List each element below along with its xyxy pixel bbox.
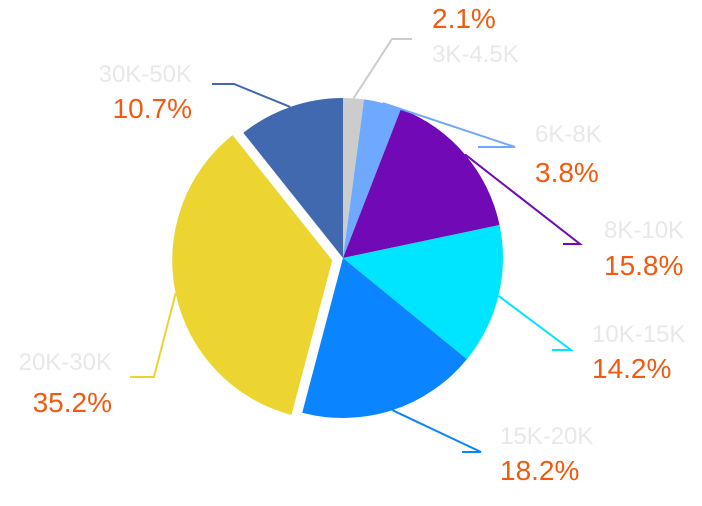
leader-line-30K-50K (212, 83, 291, 108)
category-label-30K-50K: 30K-50K (99, 61, 192, 88)
category-label-10K-15K: 10K-15K (592, 321, 685, 348)
pie-slice-15K-20K (302, 258, 467, 418)
pie-slice-30K-50K (243, 98, 343, 258)
percent-label-10K-15K: 14.2% (592, 353, 671, 384)
pie-slices (172, 98, 503, 418)
pie-slice-8K-10K (343, 108, 500, 258)
leader-line-3K-4.5K (352, 38, 412, 99)
leader-line-15K-20K (392, 409, 482, 453)
pie-slice-10K-15K (343, 225, 503, 360)
leader-line-20K-30K (130, 292, 177, 378)
category-label-6K-8K: 6K-8K (535, 121, 602, 148)
percent-label-15K-20K: 18.2% (500, 455, 579, 486)
category-label-8K-10K: 8K-10K (604, 217, 684, 244)
category-label-15K-20K: 15K-20K (500, 423, 593, 450)
leader-lines (130, 38, 583, 453)
percent-label-3K-4.5K: 2.1% (432, 3, 496, 34)
leader-line-8K-10K (464, 153, 583, 245)
pie-slice-6K-8K (343, 99, 401, 258)
percent-label-8K-10K: 15.8% (604, 250, 683, 281)
category-label-20K-30K: 20K-30K (19, 349, 112, 376)
leader-line-6K-8K (382, 102, 516, 148)
percent-label-6K-8K: 3.8% (535, 157, 599, 188)
slice-labels: 3K-4.5K 2.1% 6K-8K 3.8% 8K-10K 15.8% 10K-15K 14… (19, 3, 686, 486)
percent-label-30K-50K: 10.7% (113, 93, 192, 124)
category-label-3K-4.5K: 3K-4.5K (432, 41, 519, 68)
percent-label-20K-30K: 35.2% (33, 387, 112, 418)
leader-line-10K-15K (497, 295, 575, 351)
pie-slice-3K-4.5K (343, 98, 365, 258)
pie-slice-20K-30K (172, 135, 333, 415)
